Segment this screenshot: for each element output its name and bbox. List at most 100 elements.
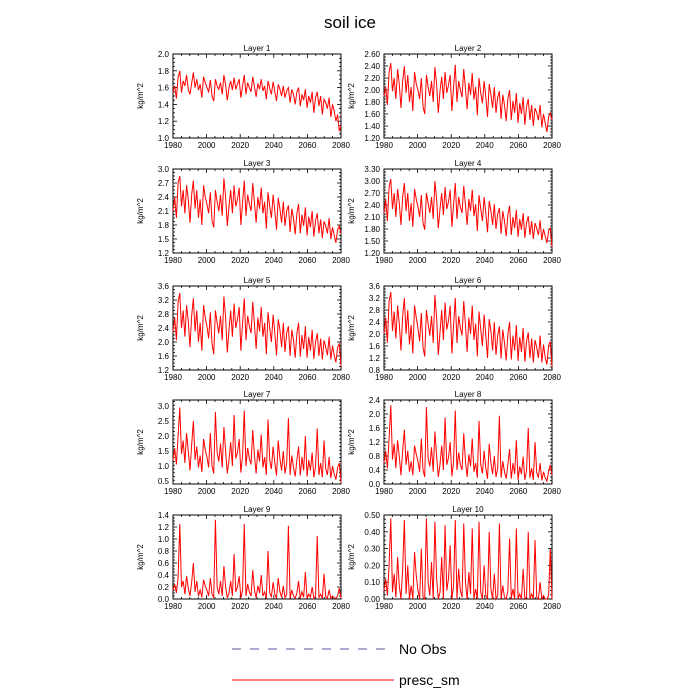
layer-6-xtick-label: 2020: [442, 373, 460, 382]
layer-10-ytick-label: 0.20: [364, 561, 380, 570]
layer-10-xtick-label: 2040: [476, 602, 494, 611]
layer-3-xtick-label: 1980: [164, 256, 182, 265]
layer-7-ytick-label: 1.0: [158, 462, 170, 471]
layer-6-xtick-label: 2060: [510, 373, 528, 382]
layer-10-xtick-label: 2020: [442, 602, 460, 611]
layer-2-xtick-label: 2080: [543, 141, 561, 150]
layer-9-ytick-label: 1.4: [158, 511, 170, 520]
layer-7-frame: [172, 399, 342, 485]
layer-1-series-line: [172, 70, 342, 132]
layer-3-ytick-label: 1.8: [158, 221, 170, 230]
layer-3-ytick-label: 1.2: [158, 249, 170, 258]
layer-5-xtick-label: 2040: [265, 373, 283, 382]
layer-9-ytick-label: 0.4: [158, 571, 170, 580]
layer-2-xtick-label: 2040: [476, 141, 494, 150]
layer-10-xtick-label: 2080: [543, 602, 561, 611]
layer-4-ytick-label: 1.20: [364, 249, 380, 258]
layer-4-xtick-label: 2040: [476, 256, 494, 265]
panel-layer-7: Layer 7 kg/m^2 1980 2000 2020 2040 2060 2080 0.5…: [136, 390, 350, 496]
layer-8-ytick-label: 2.0: [369, 410, 381, 419]
figure-title: soil ice: [324, 13, 376, 32]
layer-7-title: Layer 7: [244, 390, 271, 399]
layer-4-ytick-label: 2.40: [364, 201, 380, 210]
layer-6-title: Layer 6: [455, 276, 482, 285]
panel-layer-2: Layer 2 kg/m^2 1980 2000 2020 2040 2060 2080 1.2…: [347, 44, 561, 150]
layer-10-ytick-label: 0.50: [364, 511, 380, 520]
layer-9-ytick-label: 0.2: [158, 583, 170, 592]
layer-3-ytick-label: 2.7: [158, 179, 170, 188]
layer-2-ytick-label: 1.60: [364, 110, 380, 119]
layer-9-ylabel: kg/m^2: [136, 544, 145, 570]
layer-4-xtick-label: 1980: [375, 256, 393, 265]
layer-8-xtick-label: 2020: [442, 487, 460, 496]
layer-4-title: Layer 4: [455, 159, 482, 168]
layer-8-series-line: [383, 405, 553, 483]
layer-9-ytick-label: 1.2: [158, 523, 170, 532]
layer-5-ytick-label: 3.6: [158, 282, 170, 291]
layer-9-xtick-label: 2080: [332, 602, 350, 611]
layer-9-ytick-label: 0.0: [158, 595, 170, 604]
panel-layer-5: Layer 5 kg/m^2 1980 2000 2020 2040 2060 2080 1.2…: [136, 276, 350, 382]
layer-8-xtick-label: 2000: [409, 487, 427, 496]
layer-4-ytick-label: 3.30: [364, 165, 380, 174]
layer-4-xtick-label: 2080: [543, 256, 561, 265]
layer-5-ytick-label: 2.4: [158, 324, 170, 333]
layer-6-ytick-label: 2.0: [369, 330, 381, 339]
layer-10-ytick-label: 0.10: [364, 578, 380, 587]
layer-7-ylabel: kg/m^2: [136, 429, 145, 455]
layer-2-xtick-label: 1980: [375, 141, 393, 150]
layer-3-series-line: [172, 175, 342, 243]
layer-1-xtick-label: 2020: [231, 141, 249, 150]
layer-6-ytick-label: 3.2: [369, 294, 381, 303]
layer-5-xtick-label: 2000: [198, 373, 216, 382]
layer-7-ytick-label: 2.5: [158, 417, 170, 426]
layer-10-ytick-label: 0.00: [364, 595, 380, 604]
layer-3-title: Layer 3: [244, 159, 271, 168]
panels-container: Layer 1 kg/m^2 1980 2000 2020 2040 2060 2080 1.0…: [136, 44, 561, 611]
layer-5-ytick-label: 2.0: [158, 338, 170, 347]
layer-6-ytick-label: 0.8: [369, 366, 381, 375]
layer-3-ytick-label: 2.4: [158, 193, 170, 202]
layer-3-ylabel: kg/m^2: [136, 198, 145, 224]
layer-9-xtick-label: 2020: [231, 602, 249, 611]
layer-6-ytick-label: 2.4: [369, 318, 381, 327]
layer-3-ytick-label: 2.1: [158, 207, 170, 216]
layer-4-xtick-label: 2020: [442, 256, 460, 265]
layer-6-xtick-label: 2040: [476, 373, 494, 382]
layer-6-xtick-label: 2000: [409, 373, 427, 382]
layer-5-ytick-label: 2.8: [158, 310, 170, 319]
layer-1-ytick-label: 1.8: [158, 67, 170, 76]
layer-4-ylabel: kg/m^2: [347, 198, 356, 224]
layer-3-xtick-label: 2020: [231, 256, 249, 265]
layer-5-ytick-label: 3.2: [158, 296, 170, 305]
layer-2-xtick-label: 2020: [442, 141, 460, 150]
layer-1-xtick-label: 2040: [265, 141, 283, 150]
layer-4-ytick-label: 1.50: [364, 237, 380, 246]
layer-1-ytick-label: 1.4: [158, 100, 170, 109]
layer-2-title: Layer 2: [455, 44, 482, 53]
layer-8-ytick-label: 0.0: [369, 480, 381, 489]
layer-9-title: Layer 9: [244, 505, 271, 514]
layer-1-ytick-label: 1.0: [158, 134, 170, 143]
layer-1-title: Layer 1: [244, 44, 271, 53]
layer-5-xtick-label: 1980: [164, 373, 182, 382]
layer-4-ytick-label: 2.70: [364, 189, 380, 198]
layer-8-ytick-label: 1.2: [369, 438, 381, 447]
layer-7-xtick-label: 2000: [198, 487, 216, 496]
layer-6-ytick-label: 1.6: [369, 342, 381, 351]
layer-10-title: Layer 10: [452, 505, 484, 514]
layer-7-ytick-label: 0.5: [158, 477, 170, 486]
layer-1-xtick-label: 2080: [332, 141, 350, 150]
layer-5-ytick-label: 1.6: [158, 352, 170, 361]
layer-3-xtick-label: 2000: [198, 256, 216, 265]
layer-3-xtick-label: 2080: [332, 256, 350, 265]
layer-4-xtick-label: 2060: [510, 256, 528, 265]
layer-10-series-line: [383, 518, 553, 601]
panel-layer-4: Layer 4 kg/m^2 1980 2000 2020 2040 2060 2080 1.2…: [347, 159, 561, 265]
layer-3-ytick-label: 1.5: [158, 235, 170, 244]
layer-10-xtick-label: 2000: [409, 602, 427, 611]
layer-7-ytick-label: 3.0: [158, 402, 170, 411]
layer-4-ytick-label: 2.10: [364, 213, 380, 222]
legend-label-presc-sm: presc_sm: [399, 672, 460, 688]
